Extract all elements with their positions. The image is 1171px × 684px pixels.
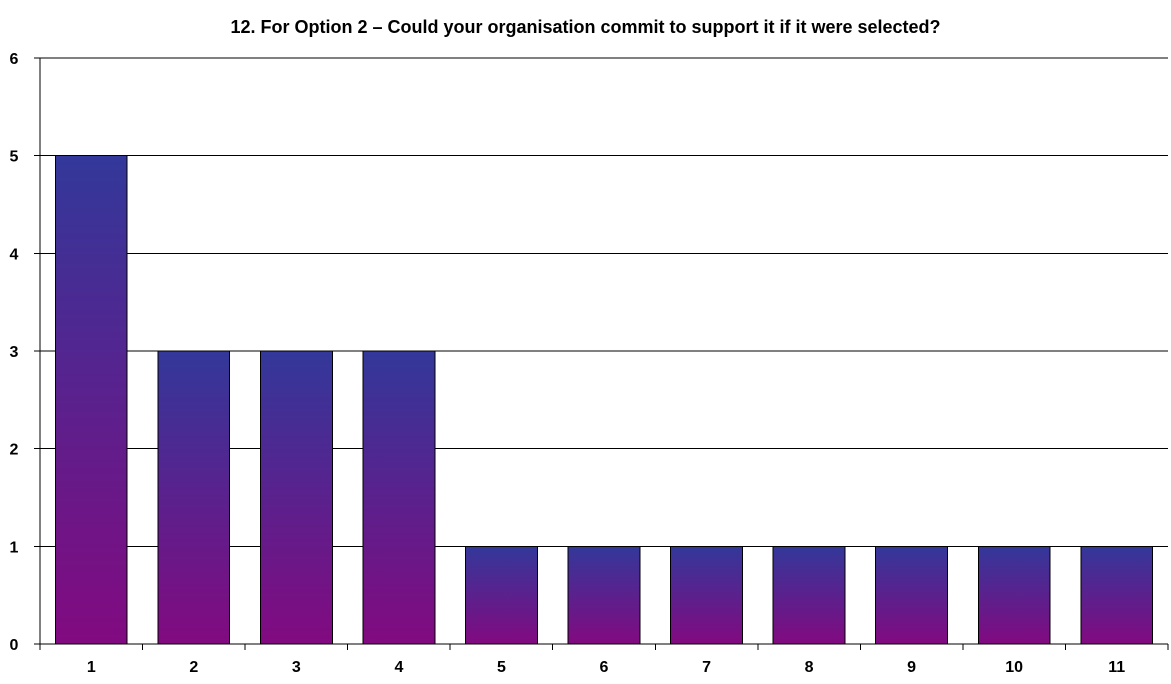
bar xyxy=(875,545,949,645)
x-tick-label: 4 xyxy=(394,659,403,676)
y-tick-label: 3 xyxy=(10,344,19,361)
x-tick-label: 2 xyxy=(189,659,198,676)
bar xyxy=(1080,545,1154,645)
bar xyxy=(670,545,743,645)
x-tick-label: 8 xyxy=(805,659,814,676)
x-tick-label: 7 xyxy=(702,659,711,676)
axes xyxy=(34,57,1169,650)
y-tick-label: 5 xyxy=(10,149,19,166)
x-tick-label: 10 xyxy=(1005,659,1023,676)
chart-title: 12. For Option 2 – Could your organisati… xyxy=(230,17,941,37)
x-tick-label: 1 xyxy=(87,659,96,676)
x-tick-label: 9 xyxy=(907,659,916,676)
y-tick-label: 6 xyxy=(10,51,19,68)
bar xyxy=(567,545,641,645)
y-tick-label: 0 xyxy=(10,637,19,654)
y-tick-label: 2 xyxy=(10,442,19,459)
bar xyxy=(465,545,538,645)
bar xyxy=(157,350,231,645)
y-tick-label: 4 xyxy=(10,246,19,263)
bar xyxy=(54,155,128,645)
x-tick-label: 11 xyxy=(1108,659,1125,676)
x-tick-label: 6 xyxy=(600,659,609,676)
bar xyxy=(977,545,1051,645)
bar xyxy=(259,350,333,645)
y-tick-label: 1 xyxy=(10,539,19,556)
bar xyxy=(362,350,436,645)
bar xyxy=(772,545,846,645)
x-tick-label: 5 xyxy=(497,659,506,676)
bars xyxy=(54,155,1154,645)
x-tick-label: 3 xyxy=(292,659,301,676)
tick-labels: 0 1 2 3 4 5 6 1 2 3 4 5 6 7 8 9 10 11 xyxy=(10,51,1126,676)
